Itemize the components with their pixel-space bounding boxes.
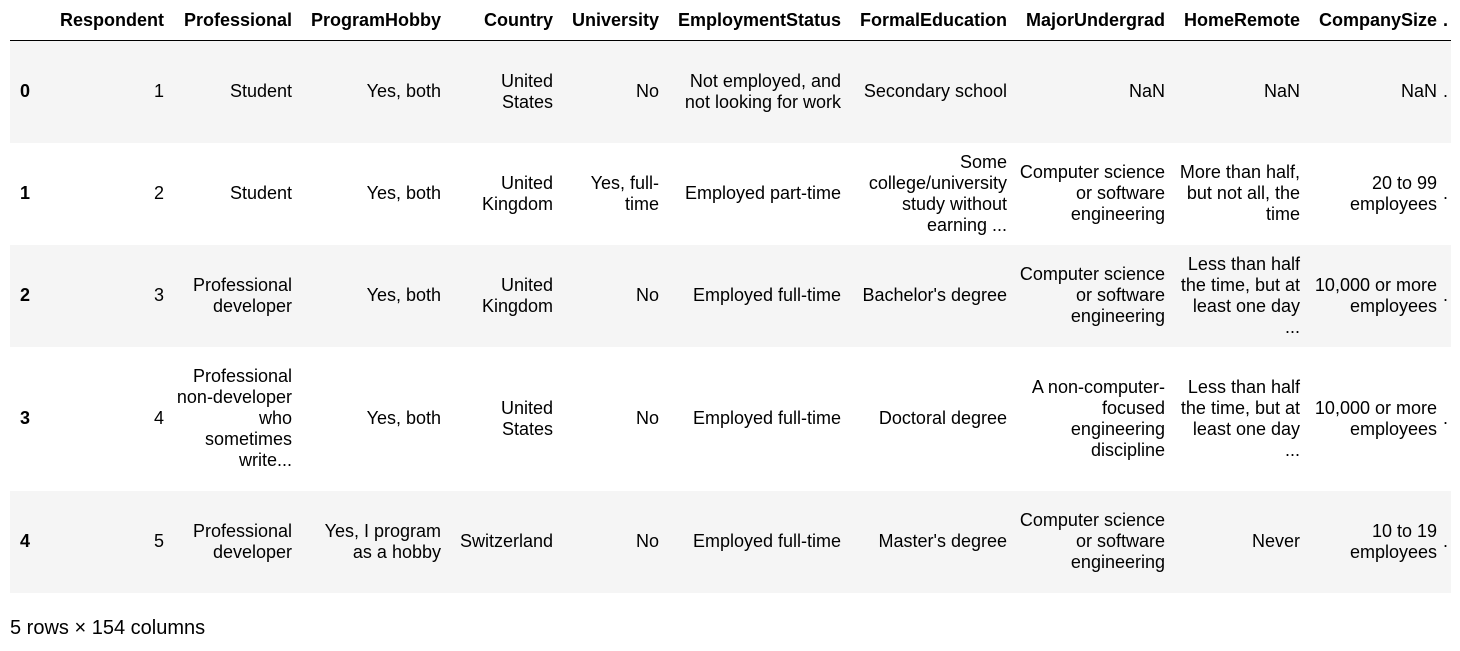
table-cell: Never: [1251, 531, 1300, 551]
table-cell: Doctoral degree: [878, 408, 1007, 428]
table-header: Respondent Professional ProgramHobby Cou…: [10, 0, 1451, 41]
table-cell: Master's degree: [878, 531, 1008, 551]
table-cell: Computer science or software engineering: [1019, 264, 1165, 326]
table-cell: Professional non-developer who sometimes…: [176, 366, 292, 470]
table-cell: United States: [500, 70, 553, 112]
table-cell: A non-computer-focused engineering disci…: [1031, 376, 1165, 460]
table-cell: Switzerland: [459, 531, 553, 551]
column-header-index: [10, 0, 44, 41]
table-cell: NaN: [1400, 81, 1437, 102]
table-cell: No: [635, 531, 659, 551]
column-header-homeremote: HomeRemote: [1171, 0, 1306, 41]
table-cell: Computer science or software engineering: [1019, 162, 1165, 224]
table-cell: 5: [153, 531, 164, 551]
row-index: 3: [20, 408, 31, 428]
table-cell: United Kingdom: [481, 274, 553, 316]
table-cell: Yes, both: [366, 81, 441, 102]
table-row: 4 5 Professional developer Yes, I progra…: [10, 490, 1451, 593]
table-cell: No: [635, 285, 659, 305]
table-cell-ellipsis: .: [1443, 81, 1449, 102]
column-header-respondent: Respondent: [44, 0, 170, 41]
table-cell: Bachelor's degree: [862, 285, 1007, 305]
column-header-country: Country: [447, 0, 559, 41]
table-cell: Less than half the time, but at least on…: [1180, 376, 1300, 460]
column-header-programhobby: ProgramHobby: [298, 0, 447, 41]
table-cell: Yes, full-time: [590, 172, 659, 214]
table-cell: Employed full-time: [692, 531, 841, 551]
table-cell-ellipsis: .: [1443, 285, 1449, 305]
column-header-companysize: CompanySize: [1306, 0, 1443, 41]
table-cell-ellipsis: .: [1443, 531, 1449, 551]
table-cell: 10 to 19 employees: [1349, 520, 1437, 562]
row-index: 2: [20, 285, 31, 305]
table-row: 0 1 Student Yes, both United States No N…: [10, 40, 1451, 143]
table-cell: United States: [500, 397, 553, 439]
column-header-employmentstatus: EmploymentStatus: [665, 0, 847, 41]
table-body: 0 1 Student Yes, both United States No N…: [10, 40, 1451, 593]
table-cell: Employed full-time: [692, 285, 841, 305]
table-cell: Not employed, and not looking for work: [684, 70, 841, 112]
table-cell: Student: [229, 183, 292, 203]
table-row: 3 4 Professional non-developer who somet…: [10, 346, 1451, 491]
table-cell: 3: [153, 285, 164, 305]
row-index: 4: [20, 531, 31, 551]
table-cell: 10,000 or more employees: [1314, 274, 1437, 316]
table-cell: No: [635, 408, 659, 428]
table-cell: Computer science or software engineering: [1019, 510, 1165, 572]
table-cell: Yes, both: [366, 285, 441, 305]
row-index: 1: [20, 183, 31, 203]
dataframe-table: Respondent Professional ProgramHobby Cou…: [10, 0, 1451, 593]
column-header-ellipsis: .: [1443, 0, 1451, 41]
column-header-university: University: [559, 0, 665, 41]
table-cell: Less than half the time, but at least on…: [1180, 253, 1300, 337]
table-cell: Professional developer: [192, 520, 292, 562]
table-cell: Employed part-time: [684, 183, 841, 203]
table-cell: 2: [153, 183, 164, 203]
table-cell: 10,000 or more employees: [1314, 397, 1437, 439]
table-cell: More than half, but not all, the time: [1179, 162, 1300, 224]
table-row: 1 2 Student Yes, both United Kingdom Yes…: [10, 142, 1451, 245]
table-cell: 20 to 99 employees: [1349, 172, 1437, 214]
table-cell: 4: [153, 408, 164, 428]
table-cell: Yes, both: [366, 183, 441, 203]
table-row: 2 3 Professional developer Yes, both Uni…: [10, 244, 1451, 347]
table-cell: Yes, I program as a hobby: [324, 520, 441, 562]
table-cell: Student: [229, 81, 292, 102]
dataframe-shape-summary: 5 rows × 154 columns: [10, 617, 206, 639]
table-cell: Professional developer: [192, 274, 292, 316]
table-cell: 1: [153, 81, 164, 102]
row-index: 0: [20, 81, 31, 102]
table-cell: Some college/university study without ea…: [868, 151, 1007, 235]
table-cell: No: [635, 81, 659, 102]
table-cell-ellipsis: .: [1443, 183, 1449, 203]
table-cell: NaN: [1128, 81, 1165, 102]
column-header-majorundergrad: MajorUndergrad: [1013, 0, 1171, 41]
table-cell: Yes, both: [366, 408, 441, 428]
table-cell: Secondary school: [863, 81, 1007, 102]
dataframe-output: Respondent Professional ProgramHobby Cou…: [10, 0, 1451, 593]
table-cell: United Kingdom: [481, 172, 553, 214]
header-row: Respondent Professional ProgramHobby Cou…: [10, 0, 1451, 41]
column-header-professional: Professional: [170, 0, 298, 41]
table-cell: Employed full-time: [692, 408, 841, 428]
table-cell-ellipsis: .: [1443, 408, 1449, 428]
column-header-formaleducation: FormalEducation: [847, 0, 1013, 41]
table-cell: NaN: [1263, 81, 1300, 102]
